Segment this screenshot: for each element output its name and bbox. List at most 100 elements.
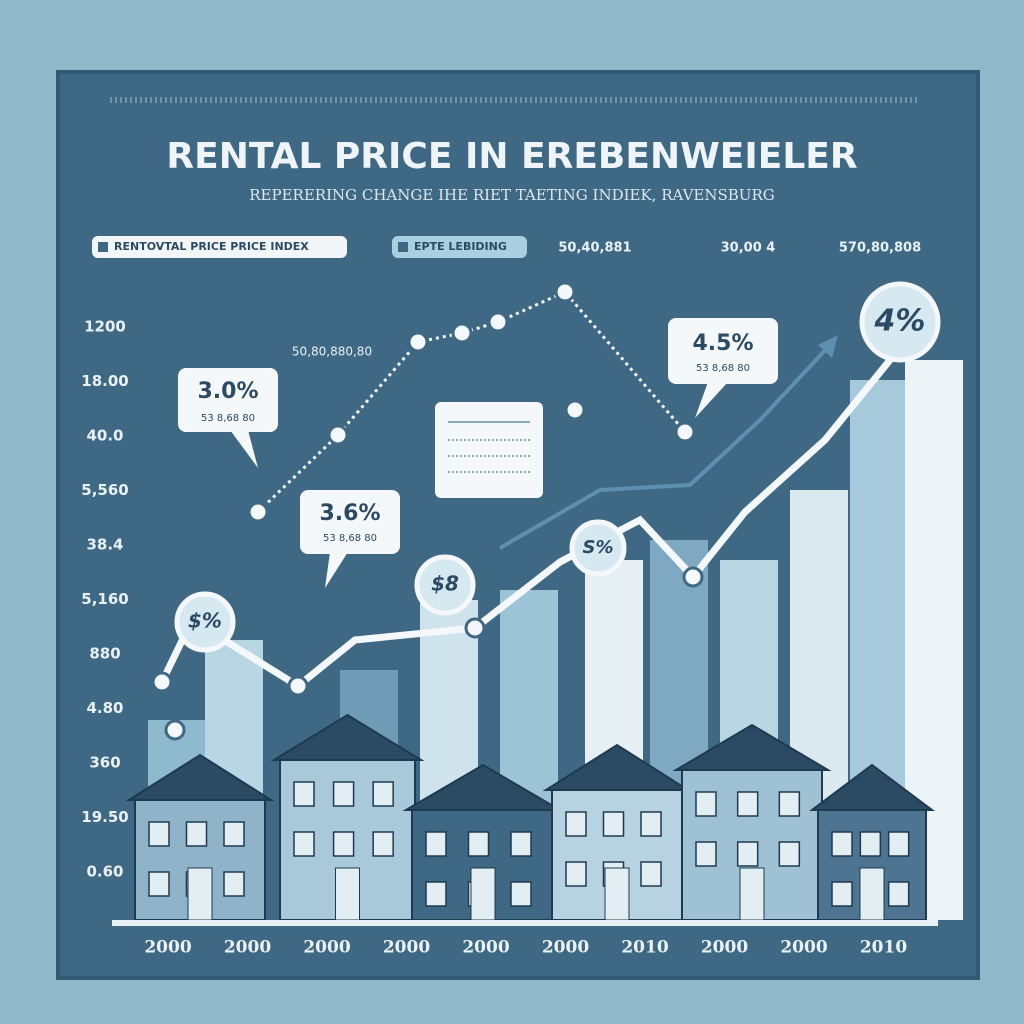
x-label: 2010 [621,938,668,958]
point [554,281,576,303]
point [674,421,696,443]
subtitle: REPERERING CHANGE IHE RIET TAETING INDIE… [249,186,774,204]
y-label: 40.0 [86,427,123,445]
y-label: 4.80 [86,699,123,717]
legend-label: RENTOVTAL PRICE PRICE INDEX [114,240,309,253]
callout-value: 4.5% [692,331,753,356]
arrow-line [498,343,832,550]
legend-swatch [398,242,408,252]
legend-swatch [98,242,108,252]
x-label: 2000 [542,938,589,958]
ground [112,920,938,926]
window [778,791,801,817]
window [640,811,662,837]
window [887,831,910,857]
info-card-lines [448,421,530,473]
window [372,781,394,807]
window [831,831,853,857]
y-label: 19.50 [81,808,128,826]
window [695,791,717,817]
y-label: 1200 [84,318,126,336]
callout-tail [230,430,258,468]
point [407,331,429,353]
trend-line [158,357,893,691]
window [293,781,315,807]
window [695,841,717,867]
point [247,501,269,523]
point [287,675,309,697]
badge [174,591,236,653]
window [425,881,447,907]
x-label: 2000 [303,938,350,958]
point [164,719,186,741]
callout-box [178,368,278,432]
badge-label: $8 [431,572,459,596]
top-label: 570,80,808 [839,241,921,256]
point [487,311,509,333]
callout-note: 53 8,68 80 [696,363,750,374]
door [470,867,496,921]
window [510,881,532,907]
callout-tail [325,552,348,588]
top-label: 50,40,881 [558,241,631,256]
window [831,881,853,907]
y-label: 880 [89,645,120,663]
y-label: 18.00 [81,372,128,390]
point [451,322,473,344]
window [293,831,315,857]
window [467,831,490,857]
legend-pill [92,236,347,258]
legend-label: EPTE LEBIDING [414,240,507,253]
y-label: 0.60 [86,863,123,881]
window [372,831,394,857]
callout-value: 3.0% [197,379,258,404]
badge [569,519,627,577]
x-label: 2000 [144,938,191,958]
window [223,821,245,847]
window [736,791,759,817]
points [151,281,704,741]
x-label: 2000 [780,938,827,958]
info-card [435,402,543,498]
y-label: 360 [89,754,120,772]
houses [125,713,935,921]
callout-note: 53 8,68 80 [201,413,255,424]
callout-box [300,490,400,554]
callout: 3.6% 53 8,68 80 [300,490,400,588]
window [332,831,355,857]
window [185,821,208,847]
badge-label: S% [583,537,614,558]
window [736,841,759,867]
panel-border [56,70,980,980]
title: RENTAL PRICE IN EREBENWEIELER [166,136,857,177]
x-label: 2000 [462,938,509,958]
top-label: 30,00 4 [721,241,776,256]
y-label: 5,160 [81,590,128,608]
door [335,867,360,921]
window [565,811,587,837]
window [602,811,625,837]
window [223,871,245,897]
x-label: 2000 [701,938,748,958]
callout-note: 53 8,68 80 [323,533,377,544]
window [887,881,910,907]
window [425,831,447,857]
point [464,617,486,639]
badge-label: 4% [874,304,926,339]
legend-pill [392,236,527,258]
door [739,867,765,921]
window [148,871,170,897]
point [327,424,349,446]
x-label: 2010 [860,938,907,958]
point [682,566,704,588]
window [510,831,532,857]
callout-value: 3.6% [319,501,380,526]
arrow-head [818,335,838,358]
badges: $% $8 S% 4% [174,281,941,653]
badge [859,281,941,363]
callout-tail [695,382,728,418]
window [332,781,355,807]
window [148,821,170,847]
window [859,831,882,857]
